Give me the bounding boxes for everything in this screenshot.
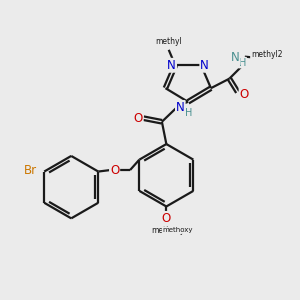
Text: H: H (239, 58, 246, 68)
Text: N: N (200, 59, 209, 72)
Text: H: H (185, 108, 192, 118)
Text: O: O (162, 212, 171, 225)
Text: N: N (176, 101, 185, 114)
Text: N: N (231, 51, 240, 64)
Text: methyl2: methyl2 (251, 50, 282, 59)
Text: O: O (240, 88, 249, 101)
Text: methoxy: methoxy (151, 226, 184, 235)
Text: O: O (110, 164, 119, 177)
Text: methyl: methyl (155, 37, 182, 46)
Text: methoxy: methoxy (162, 227, 193, 233)
Text: Br: Br (24, 164, 37, 178)
Text: N: N (167, 59, 176, 72)
Text: O: O (134, 112, 143, 125)
